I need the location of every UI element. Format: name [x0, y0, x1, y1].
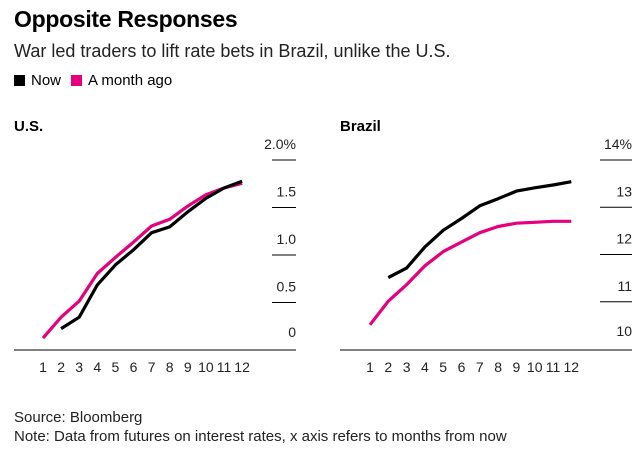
brazil-x-tick-label: 12 — [564, 359, 580, 375]
us-x-tick-label: 12 — [234, 359, 250, 375]
chart-title: Opposite Responses — [14, 6, 238, 32]
brazil-panel-title: Brazil — [340, 118, 381, 135]
brazil-y-tick-label: 10 — [616, 323, 632, 339]
us-x-tick-label: 9 — [184, 359, 192, 375]
us-y-tick-label: 1.0 — [277, 231, 297, 247]
brazil-y-tick-label: 13 — [616, 183, 632, 199]
legend-item-now: Now — [14, 72, 61, 89]
data-note: Note: Data from futures on interest rate… — [14, 428, 507, 445]
us-x-tick-label: 10 — [198, 359, 214, 375]
us-x-tick-label: 11 — [217, 359, 232, 375]
us-panel-title: U.S. — [14, 118, 43, 135]
legend-label-now: Now — [31, 72, 62, 89]
us-y-tick-label: 0 — [288, 324, 296, 340]
brazil-x-tick-label: 8 — [494, 359, 502, 375]
us-series-now-line — [60, 179, 243, 330]
brazil-x-tick-label: 7 — [476, 359, 484, 375]
us-series-month-ago-line — [41, 181, 243, 340]
us-y-tick-label: 1.5 — [277, 184, 297, 200]
legend-swatch-now — [14, 75, 25, 86]
legend: Now A month ago — [14, 72, 182, 89]
brazil-y-tick-label: 11 — [617, 278, 632, 294]
legend-label-month-ago: A month ago — [88, 72, 173, 89]
legend-swatch-month-ago — [71, 75, 83, 86]
us-x-tick-label: 5 — [112, 359, 120, 375]
brazil-x-tick-label: 10 — [527, 359, 543, 375]
brazil-series-month-ago-line — [368, 219, 572, 326]
chart-subtitle: War led traders to lift rate bets in Bra… — [14, 41, 451, 61]
brazil-x-tick-label: 1 — [366, 359, 374, 375]
brazil-series-now-line — [387, 180, 572, 280]
us-x-tick-label: 1 — [39, 359, 47, 375]
us-x-tick-label: 4 — [93, 359, 101, 375]
us-x-tick-label: 7 — [148, 359, 156, 375]
brazil-x-tick-label: 4 — [421, 359, 429, 375]
us-x-tick-label: 6 — [130, 359, 138, 375]
brazil-x-tick-label: 11 — [546, 359, 561, 375]
us-x-tick-label: 3 — [75, 359, 83, 375]
brazil-x-tick-label: 9 — [513, 359, 521, 375]
brazil-x-tick-label: 5 — [439, 359, 447, 375]
brazil-y-tick-label: 12 — [616, 231, 632, 247]
legend-item-month-ago: A month ago — [71, 72, 172, 89]
brazil-x-tick-label: 6 — [458, 359, 466, 375]
brazil-y-tick-label: 14% — [604, 136, 632, 152]
brazil-x-tick-label: 2 — [384, 359, 392, 375]
us-x-tick-label: 2 — [57, 359, 65, 375]
us-y-tick-label: 2.0% — [264, 136, 296, 152]
us-y-tick-label: 0.5 — [277, 279, 297, 295]
us-x-tick-label: 8 — [166, 359, 174, 375]
source-note: Source: Bloomberg — [14, 409, 143, 426]
brazil-x-tick-label: 3 — [403, 359, 411, 375]
